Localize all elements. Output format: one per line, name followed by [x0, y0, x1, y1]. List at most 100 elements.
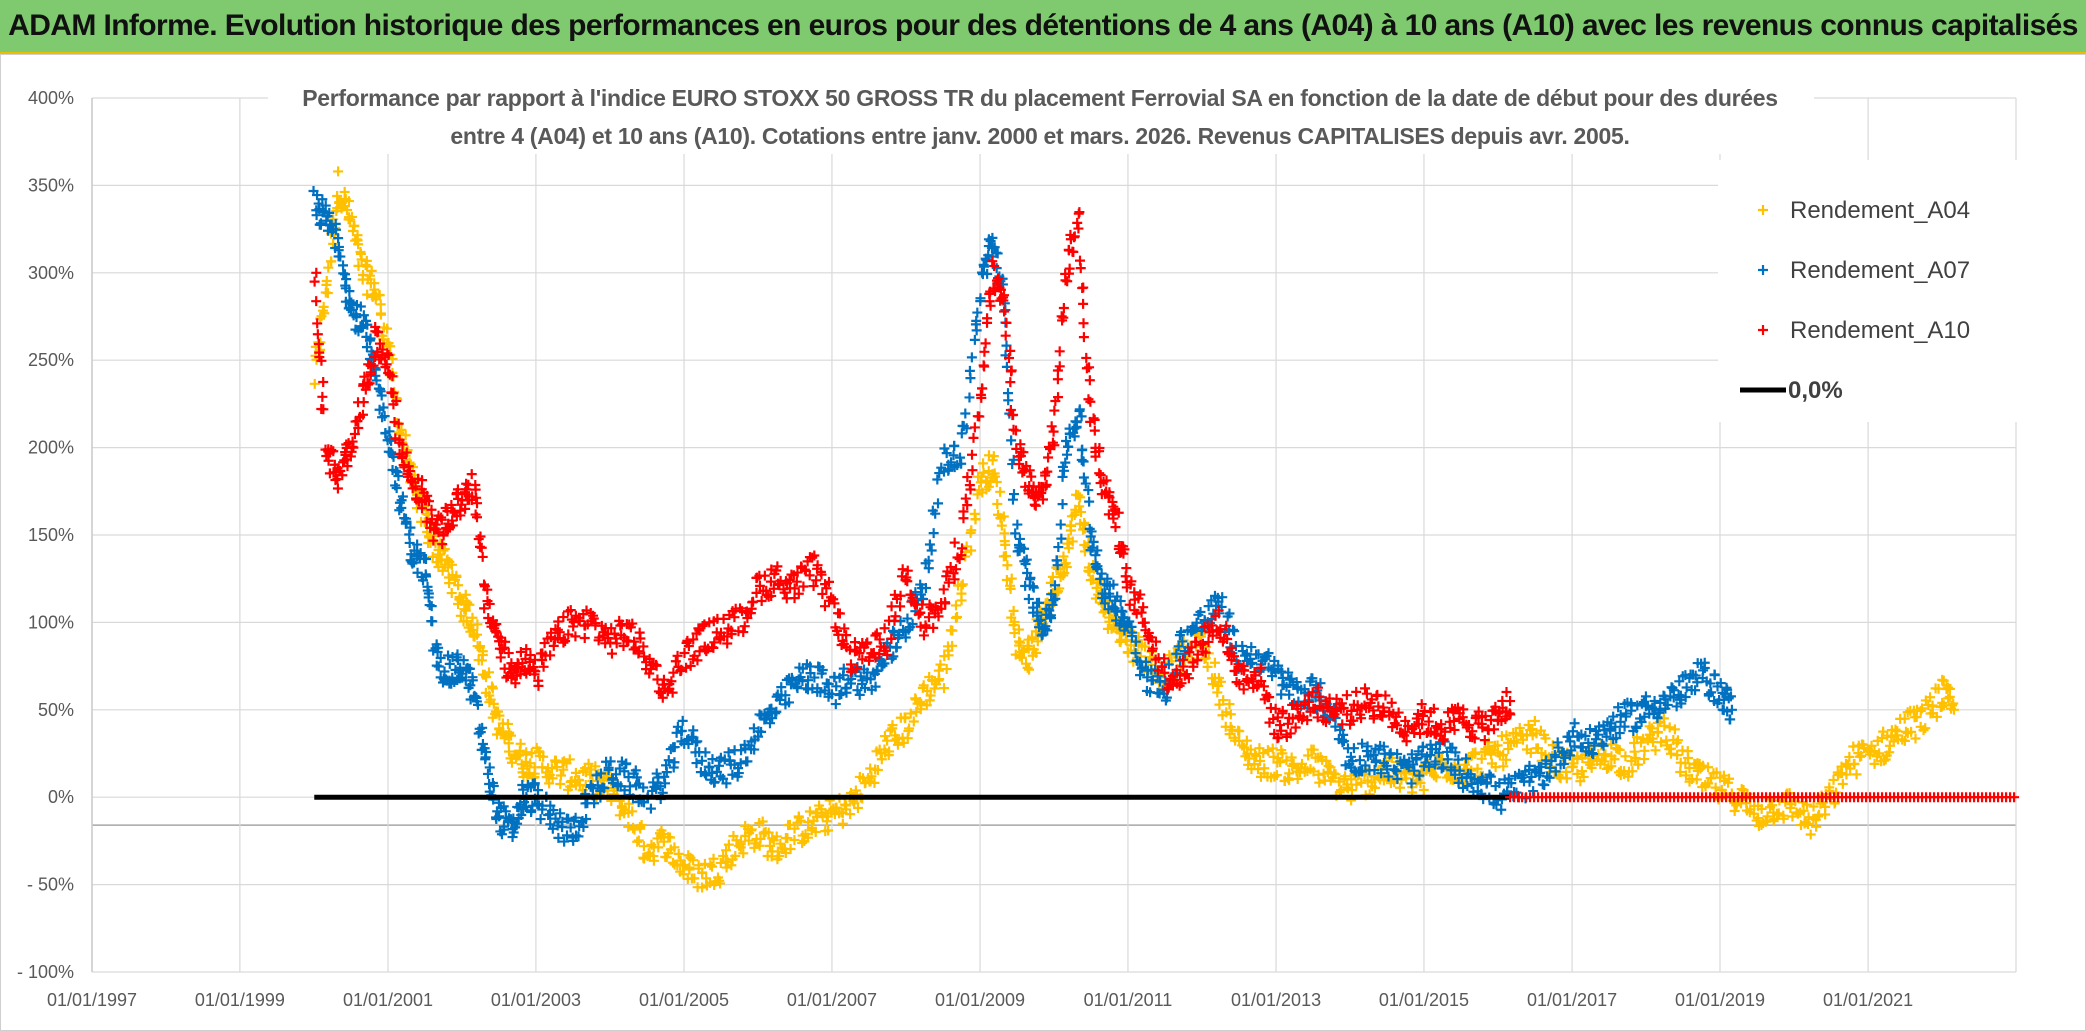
data-point [735, 836, 746, 847]
data-point [1283, 667, 1294, 678]
x-tick-label: 01/01/1997 [47, 990, 137, 1010]
data-point [633, 835, 644, 846]
data-point [1303, 750, 1314, 761]
data-point [933, 665, 944, 676]
data-point [1438, 734, 1449, 745]
data-point [907, 592, 918, 603]
data-point [885, 725, 896, 736]
data-point [1544, 772, 1555, 783]
data-point [1472, 763, 1483, 774]
data-point [865, 674, 876, 685]
data-point [802, 832, 813, 843]
data-point [1071, 421, 1082, 432]
data-point [809, 550, 820, 561]
data-point [591, 770, 602, 781]
data-point [1245, 659, 1256, 670]
data-point [1851, 769, 1862, 780]
data-point [882, 649, 893, 660]
data-point [1709, 669, 1720, 680]
data-point [1140, 641, 1151, 652]
data-point [968, 432, 979, 443]
data-point [1565, 736, 1576, 747]
data-point [1027, 581, 1038, 592]
data-point [901, 572, 912, 583]
data-point [553, 616, 564, 627]
data-point [902, 565, 913, 576]
data-point [314, 347, 325, 358]
data-point [969, 334, 980, 345]
data-point [723, 839, 734, 850]
data-point [972, 307, 983, 318]
data-point [1021, 554, 1032, 565]
data-point [776, 682, 787, 693]
data-point [714, 875, 725, 886]
data-point [471, 692, 482, 703]
data-point [826, 592, 837, 603]
data-point [606, 623, 617, 634]
data-point [845, 809, 856, 820]
data-point [1084, 496, 1095, 507]
data-point [1614, 744, 1625, 755]
legend-background [1718, 160, 2018, 422]
data-point [1501, 730, 1512, 741]
data-point [1606, 761, 1617, 772]
data-point [1669, 724, 1680, 735]
data-point [529, 669, 540, 680]
data-point [382, 323, 393, 334]
data-point [688, 855, 699, 866]
data-point [1485, 771, 1496, 782]
data-point [1414, 770, 1425, 781]
data-point [1698, 760, 1708, 771]
data-point [913, 609, 924, 620]
data-point [1277, 705, 1288, 716]
data-point [315, 219, 326, 230]
data-point [390, 465, 401, 476]
data-point [692, 655, 703, 666]
data-point [1221, 620, 1232, 631]
data-point [1290, 722, 1301, 733]
data-point [757, 816, 768, 827]
data-point [1037, 494, 1048, 505]
data-point [404, 537, 415, 548]
y-tick-label: 0% [48, 787, 74, 807]
data-point [475, 531, 486, 542]
data-point [923, 612, 934, 623]
data-point [1096, 568, 1107, 579]
data-point [1108, 579, 1119, 590]
data-point [992, 498, 1003, 509]
data-point [1376, 768, 1387, 779]
data-point [420, 569, 431, 580]
data-point [1392, 774, 1403, 785]
data-point [995, 284, 1006, 295]
data-point [924, 539, 935, 550]
data-point [808, 581, 819, 592]
data-point [1160, 695, 1171, 706]
data-point [1511, 737, 1522, 748]
data-point [404, 466, 415, 477]
data-point [689, 873, 700, 884]
data-point [771, 831, 782, 842]
data-point [1371, 755, 1382, 766]
data-point [563, 629, 574, 640]
data-point [1539, 780, 1550, 791]
data-point [754, 840, 765, 851]
data-point [391, 482, 402, 493]
data-point [495, 652, 506, 663]
data-point [446, 559, 457, 570]
data-point [721, 845, 732, 856]
data-point [331, 224, 342, 235]
data-point [975, 293, 986, 304]
data-point [830, 699, 841, 710]
data-point [847, 664, 858, 675]
data-point [1307, 673, 1318, 684]
data-point [756, 595, 767, 606]
data-point [317, 391, 328, 402]
data-point [1856, 750, 1867, 761]
data-point [1094, 468, 1105, 479]
x-axis-tick-labels: 01/01/1997 01/01/1999 01/01/2001 01/01/2003… [47, 990, 1913, 1010]
data-point [809, 672, 820, 683]
data-point [1074, 207, 1085, 218]
data-point [1479, 735, 1490, 746]
data-point [1580, 730, 1591, 741]
